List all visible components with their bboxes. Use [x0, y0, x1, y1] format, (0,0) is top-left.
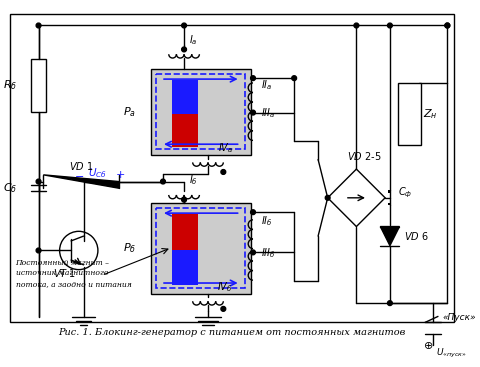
Text: $\oplus$: $\oplus$ — [423, 340, 433, 351]
Text: $IV_a$: $IV_a$ — [217, 141, 233, 155]
Circle shape — [36, 23, 41, 28]
Circle shape — [181, 23, 186, 28]
Circle shape — [36, 248, 41, 253]
Text: $II_б$: $II_б$ — [261, 215, 272, 228]
Text: $II_a$: $II_a$ — [261, 78, 272, 91]
Text: Рис. 1. Блокинг-генератор с питанием от постоянных магнитов: Рис. 1. Блокинг-генератор с питанием от … — [58, 328, 406, 337]
Text: $III_б$: $III_б$ — [261, 246, 275, 260]
Bar — [397, 83, 420, 145]
Text: $III_a$: $III_a$ — [261, 106, 275, 120]
Bar — [151, 203, 251, 294]
Circle shape — [251, 76, 255, 80]
Text: $P_б$: $P_б$ — [123, 241, 136, 254]
Bar — [156, 208, 245, 288]
Bar — [388, 190, 391, 193]
Bar — [172, 214, 198, 250]
Text: $I_б$: $I_б$ — [189, 174, 198, 187]
Bar — [388, 203, 391, 206]
Bar — [172, 113, 198, 147]
Text: $U_{Сб}$: $U_{Сб}$ — [88, 166, 107, 179]
Circle shape — [221, 306, 226, 311]
Text: «Пуск»: «Пуск» — [443, 313, 476, 322]
Text: $R_б$: $R_б$ — [3, 79, 17, 92]
Circle shape — [36, 179, 41, 184]
Bar — [172, 80, 198, 113]
Polygon shape — [43, 175, 119, 188]
Text: $P_a$: $P_a$ — [123, 105, 136, 119]
Bar — [31, 59, 46, 112]
Bar — [10, 14, 454, 322]
Circle shape — [354, 23, 359, 28]
Circle shape — [387, 23, 392, 28]
Text: $VD\ 2$-$5$: $VD\ 2$-$5$ — [347, 149, 381, 161]
Circle shape — [445, 23, 450, 28]
Circle shape — [221, 170, 226, 174]
Text: $U_{«пуск»}$: $U_{«пуск»}$ — [436, 347, 467, 360]
Circle shape — [251, 250, 255, 255]
Text: Постоянный магнит –: Постоянный магнит – — [15, 259, 109, 267]
Circle shape — [161, 179, 166, 184]
Bar — [151, 69, 251, 155]
Text: $I_a$: $I_a$ — [190, 33, 198, 47]
Text: $C_ф$: $C_ф$ — [397, 186, 412, 200]
Circle shape — [181, 47, 186, 52]
Text: $VD\ 6$: $VD\ 6$ — [404, 230, 429, 242]
Text: $VT\ 1$: $VT\ 1$ — [53, 267, 76, 279]
Text: $-$: $-$ — [74, 170, 84, 180]
Circle shape — [251, 210, 255, 215]
Circle shape — [292, 76, 297, 80]
Text: $Z_н$: $Z_н$ — [423, 107, 438, 121]
Circle shape — [325, 195, 330, 200]
Bar — [156, 74, 245, 149]
Text: источник магнитного: источник магнитного — [15, 269, 108, 277]
Text: $+$: $+$ — [115, 169, 125, 180]
Text: потока, а заодно и питания: потока, а заодно и питания — [15, 280, 132, 288]
Text: $IV_б$: $IV_б$ — [217, 280, 233, 294]
Circle shape — [387, 301, 392, 305]
Circle shape — [181, 197, 186, 202]
Circle shape — [445, 23, 450, 28]
Circle shape — [251, 110, 255, 115]
Polygon shape — [380, 226, 399, 246]
Text: $C_б$: $C_б$ — [3, 181, 17, 195]
Text: $VD\ 1$: $VD\ 1$ — [69, 160, 94, 172]
Bar — [172, 250, 198, 285]
